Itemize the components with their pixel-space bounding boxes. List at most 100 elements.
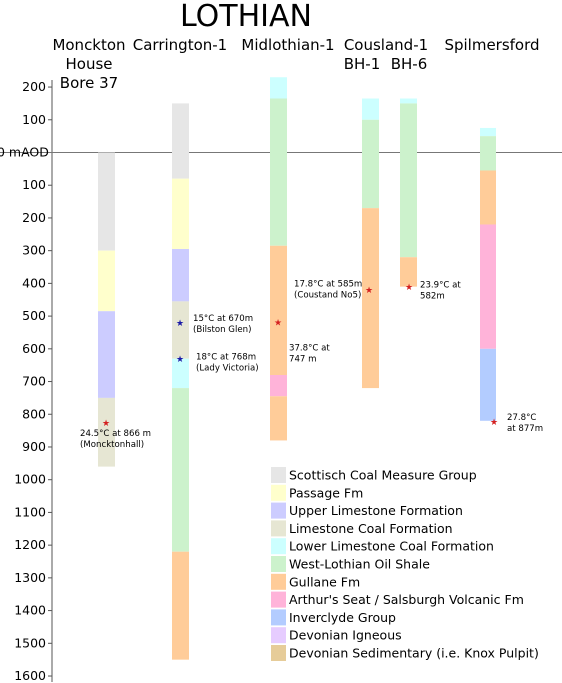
axis-tick-label-below-1400: 1400	[14, 603, 46, 618]
legend-label: Passage Fm	[289, 485, 363, 500]
well-segment-ulf	[172, 249, 189, 302]
temperature-label: (Coustand No5)	[294, 291, 361, 301]
legend-swatch	[271, 591, 286, 608]
legend-item-gullane-fm: Gullane Fm	[271, 573, 360, 590]
well-segment-inverclyde	[480, 348, 496, 421]
well-cousland2	[400, 98, 417, 287]
header-cousland-line2: BH-1	[344, 55, 381, 73]
well-segment-llcf	[270, 77, 287, 99]
header-carrington: Carrington-1	[133, 36, 227, 54]
well-segment-gullane	[270, 396, 287, 441]
well-segment-llcf	[172, 358, 189, 389]
temperature-star-icon: ★	[490, 418, 498, 428]
legend-label: Inverclyde Group	[289, 610, 396, 625]
well-segment-wlos	[480, 136, 496, 171]
axis-tick-label-below-800: 800	[22, 406, 46, 421]
well-columns	[98, 77, 496, 660]
axis-tick-label-below-600: 600	[22, 341, 46, 356]
legend-swatch	[271, 520, 286, 537]
header-monckton-line3: Bore 37	[60, 74, 118, 92]
legend-label: Scottisch Coal Measure Group	[289, 468, 477, 483]
well-segment-llcf	[400, 98, 417, 104]
well-spilmersford	[480, 127, 496, 421]
legend-item-west-lothian-oil-shale: West-Lothian Oil Shale	[271, 556, 430, 572]
temperature-star-icon: ★	[405, 283, 413, 293]
temperature-label: 582m	[420, 291, 445, 301]
legend-swatch	[271, 609, 286, 626]
datum-label: 0 mAOD	[0, 145, 49, 160]
well-segment-gullane	[362, 208, 379, 389]
legend-swatch	[271, 538, 286, 555]
legend-label: Devonian Igneous	[289, 628, 402, 643]
well-carrington	[172, 103, 189, 660]
axis-tick-label-below-900: 900	[22, 439, 46, 454]
legend-item-lower-limestone-coal-formation: Lower Limestone Coal Formation	[271, 538, 494, 555]
temperature-spilmersford-6: ★ 27.8°Cat 877m	[490, 413, 543, 434]
legend-swatch	[271, 556, 286, 572]
well-segment-passage	[172, 178, 189, 250]
legend-label: Gullane Fm	[289, 574, 360, 589]
axis-tick-label-above-100: 100	[22, 112, 46, 127]
well-segment-wlos	[400, 103, 417, 258]
legend-label: Arthur's Seat / Salsburgh Volcanic Fm	[289, 592, 524, 607]
legend-swatch	[271, 645, 286, 661]
well-monckton	[98, 152, 115, 467]
legend-item-arthur-s-seat-salsburgh-volcanic-fm: Arthur's Seat / Salsburgh Volcanic Fm	[271, 591, 524, 608]
well-midlothian	[270, 77, 287, 441]
temperature-carrington-1: ★ 15°C at 670m(Bilston Glen)	[176, 314, 253, 335]
temperature-label: 17.8°C at 585m	[294, 280, 362, 290]
well-segment-passage	[98, 250, 115, 312]
legend-item-inverclyde-group: Inverclyde Group	[271, 609, 396, 626]
temperature-star-icon: ★	[102, 419, 110, 429]
axis-tick-label-below-400: 400	[22, 275, 46, 290]
well-segment-lcf	[172, 301, 189, 359]
legend-swatch	[271, 484, 286, 501]
header-monckton-line2: House	[65, 55, 112, 73]
axis-tick-label-below-1500: 1500	[14, 635, 46, 650]
well-segment-gullane	[480, 170, 496, 225]
well-segment-ulf	[98, 311, 115, 398]
header-cousland-line1: Cousland-1	[344, 36, 428, 54]
legend-item-devonian-igneous: Devonian Igneous	[271, 627, 402, 644]
legend-item-upper-limestone-formation: Upper Limestone Formation	[271, 502, 463, 519]
axis-tick-label-below-1100: 1100	[14, 504, 46, 519]
axis-tick-label-below-1600: 1600	[14, 668, 46, 683]
temperature-star-icon: ★	[176, 319, 184, 329]
axis-tick-label-below-1200: 1200	[14, 537, 46, 552]
axis-tick-label-below-1000: 1000	[14, 472, 46, 487]
legend-item-passage-fm: Passage Fm	[271, 484, 363, 501]
legend-item-limestone-coal-formation: Limestone Coal Formation	[271, 520, 453, 537]
formation-legend: Scottisch Coal Measure Group Passage Fm Up…	[271, 467, 539, 661]
legend-label: Upper Limestone Formation	[289, 503, 463, 518]
temperature-monckton-0: ★24.5°C at 866 m(Moncktonhall)	[80, 419, 151, 450]
axis-tick-label-below-200: 200	[22, 210, 46, 225]
well-segment-wlos	[362, 119, 379, 209]
legend-label: West-Lothian Oil Shale	[289, 557, 430, 572]
temperature-label: (Lady Victoria)	[196, 364, 259, 374]
temperature-label: 27.8°C	[507, 413, 536, 423]
well-segment-lcf	[98, 397, 115, 467]
temperature-label: 747 m	[289, 354, 317, 364]
axis-tick-label-below-700: 700	[22, 374, 46, 389]
axis-tick-label-above-200: 200	[22, 79, 46, 94]
depth-axis: 0 mAOD 200 100 100 200 300 400 500 600 700 800 900 1…	[0, 79, 562, 683]
header-spilmersford: Spilmersford	[444, 36, 539, 54]
well-segment-scm	[98, 152, 115, 251]
well-segment-arthur	[270, 374, 287, 397]
header-cousland-line3: BH-6	[391, 55, 428, 73]
well-segment-gullane	[400, 257, 417, 287]
legend-label: Lower Limestone Coal Formation	[289, 539, 494, 554]
temperature-label: (Moncktonhall)	[80, 440, 144, 450]
header-midlothian: Midlothian-1	[241, 36, 334, 54]
well-segment-scm	[172, 103, 189, 179]
temperature-cousland1-4: ★17.8°C at 585m(Coustand No5)	[294, 280, 373, 301]
temperature-label: 18°C at 768m	[196, 353, 256, 363]
temperature-star-icon: ★	[274, 318, 282, 328]
legend-swatch	[271, 502, 286, 519]
legend-item-devonian-sedimentary-i-e-knox-pulpit: Devonian Sedimentary (i.e. Knox Pulpit)	[271, 645, 539, 661]
well-cousland1	[362, 98, 379, 389]
axis-tick-label-below-100: 100	[22, 177, 46, 192]
